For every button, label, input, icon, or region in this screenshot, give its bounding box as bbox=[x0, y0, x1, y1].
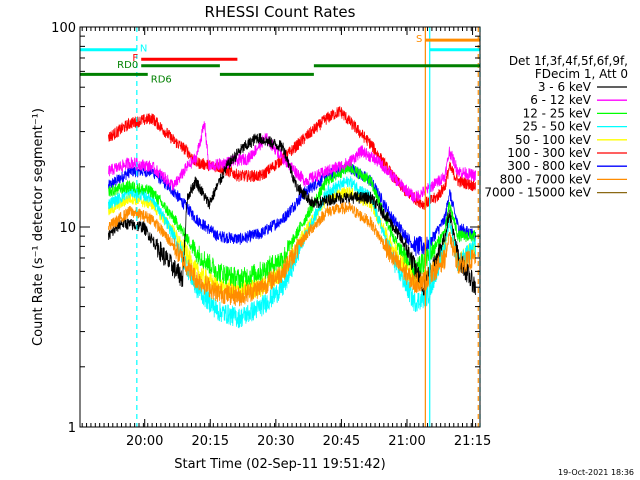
y-tick-label: 1 bbox=[68, 421, 76, 436]
legend-label: 800 - 7000 keV bbox=[500, 172, 592, 186]
legend-label: 300 - 800 keV bbox=[507, 159, 591, 173]
series-line bbox=[108, 201, 476, 307]
flag-label: F bbox=[132, 53, 138, 64]
legend-header-line-1: Det 1f,3f,4f,5f,6f,9f, bbox=[509, 54, 628, 68]
legend-label: 7000 - 15000 keV bbox=[484, 186, 591, 200]
x-tick-label: 20:15 bbox=[192, 434, 229, 449]
series-line bbox=[108, 162, 476, 257]
x-tick-label: 20:30 bbox=[257, 434, 294, 449]
x-tick-label: 21:00 bbox=[388, 434, 425, 449]
legend-label: 25 - 50 keV bbox=[523, 120, 592, 134]
flag-label: N bbox=[140, 44, 147, 55]
y-tick-label: 100 bbox=[51, 21, 76, 36]
legend: Det 1f,3f,4f,5f,6f,9f, FDecim 1, Att 0 3… bbox=[484, 54, 628, 200]
x-axis-label: Start Time (02-Sep-11 19:51:42) bbox=[174, 457, 385, 472]
legend-label: 3 - 6 keV bbox=[538, 80, 592, 94]
x-tick-label: 20:00 bbox=[126, 434, 163, 449]
y-axis-label: Count Rate (s⁻¹ detector segment⁻¹) bbox=[31, 108, 46, 346]
series-layer bbox=[108, 106, 476, 329]
legend-label: 100 - 300 keV bbox=[507, 146, 591, 160]
x-tick-label: 20:45 bbox=[323, 434, 360, 449]
chart-title: RHESSI Count Rates bbox=[205, 3, 356, 21]
legend-header-line-2: FDecim 1, Att 0 bbox=[535, 67, 628, 81]
legend-label: 50 - 100 keV bbox=[515, 133, 592, 147]
series-line bbox=[108, 121, 476, 203]
flag-label: S bbox=[416, 34, 422, 45]
footer-date: 19-Oct-2021 18:36 bbox=[558, 468, 634, 477]
y-tick-label: 10 bbox=[59, 221, 76, 236]
flag-label: RD0 bbox=[117, 60, 138, 71]
axis-layer: 20:00 20:15 20:30 20:45 21:00 21:15 1 10 100 bbox=[51, 21, 491, 449]
legend-label: 6 - 12 keV bbox=[530, 93, 592, 107]
x-tick-label: 21:15 bbox=[454, 434, 491, 449]
legend-label: 12 - 25 keV bbox=[523, 106, 592, 120]
flag-label: RD6 bbox=[151, 74, 172, 85]
series-line bbox=[108, 133, 476, 296]
series-line bbox=[108, 162, 476, 289]
series-line bbox=[108, 176, 476, 329]
